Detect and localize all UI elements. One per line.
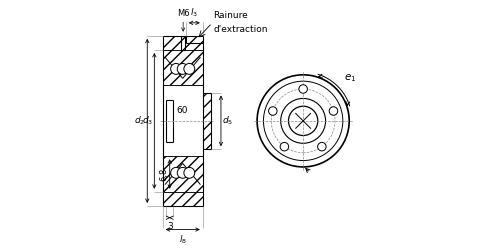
Circle shape [178,64,188,74]
Circle shape [178,168,188,178]
Circle shape [299,85,308,93]
Circle shape [268,107,277,115]
Text: 6,8: 6,8 [160,167,168,181]
Text: $l_3$: $l_3$ [190,6,198,18]
Bar [162,86,203,156]
Text: 60: 60 [177,106,188,115]
Text: $e_1$: $e_1$ [344,72,356,84]
Text: d'extraction: d'extraction [214,25,268,34]
Circle shape [184,168,194,178]
Circle shape [329,107,338,115]
Circle shape [288,106,318,136]
Text: $d_5$: $d_5$ [222,114,234,127]
Circle shape [170,168,181,178]
Circle shape [264,81,343,160]
Text: Rainure: Rainure [214,12,248,20]
Circle shape [318,142,326,151]
Circle shape [170,64,181,74]
Circle shape [272,89,335,153]
Text: $d_3$: $d_3$ [142,114,153,127]
Circle shape [257,75,349,167]
Text: $d_2$: $d_2$ [134,114,145,127]
Text: $l_8$: $l_8$ [178,234,186,246]
Circle shape [184,64,194,74]
Circle shape [280,98,326,143]
Bar [162,50,203,86]
Bar [162,192,203,206]
Bar [203,92,211,149]
Bar [162,36,203,50]
Text: M6: M6 [177,9,190,18]
Circle shape [280,142,288,151]
Bar [162,156,203,192]
Text: 3: 3 [167,222,172,231]
